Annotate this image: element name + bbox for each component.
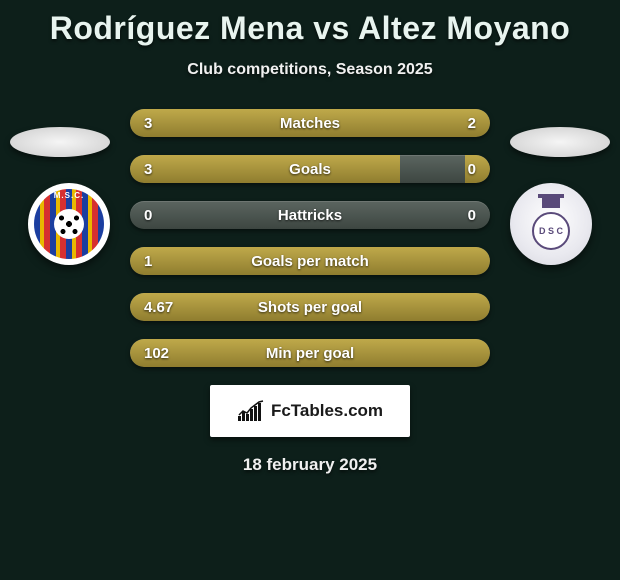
team-badge-right-abbr: D S C [532, 212, 570, 250]
tower-icon [542, 194, 560, 208]
team-badge-left-abbr: M.S.C. [34, 191, 104, 200]
fctables-logo-icon [237, 400, 265, 422]
stat-row: 102Min per goal [130, 339, 490, 367]
stat-row: 30Goals [130, 155, 490, 183]
stat-bars: 32Matches 30Goals 00Hattricks 1Goals per ma… [130, 109, 490, 367]
stat-label: Hattricks [130, 201, 490, 229]
brand-box[interactable]: FcTables.com [210, 385, 410, 437]
player-slot-left [10, 127, 110, 157]
stat-label: Matches [130, 109, 490, 137]
stat-row: 32Matches [130, 109, 490, 137]
stat-label: Min per goal [130, 339, 490, 367]
soccer-ball-icon [54, 209, 84, 239]
date-label: 18 february 2025 [0, 455, 620, 475]
stat-row: 4.67Shots per goal [130, 293, 490, 321]
stat-label: Goals per match [130, 247, 490, 275]
stat-label: Goals [130, 155, 490, 183]
player-slot-right [510, 127, 610, 157]
stat-row: 1Goals per match [130, 247, 490, 275]
comparison-chart: M.S.C. D S C 32Matches 30Goals 00Hattricks… [0, 109, 620, 367]
page-title: Rodríguez Mena vs Altez Moyano [0, 0, 620, 47]
subtitle: Club competitions, Season 2025 [0, 61, 620, 79]
team-badge-left: M.S.C. [28, 183, 110, 265]
stat-label: Shots per goal [130, 293, 490, 321]
team-badge-right: D S C [510, 183, 592, 265]
brand-name: FcTables.com [271, 401, 383, 421]
stat-row: 00Hattricks [130, 201, 490, 229]
